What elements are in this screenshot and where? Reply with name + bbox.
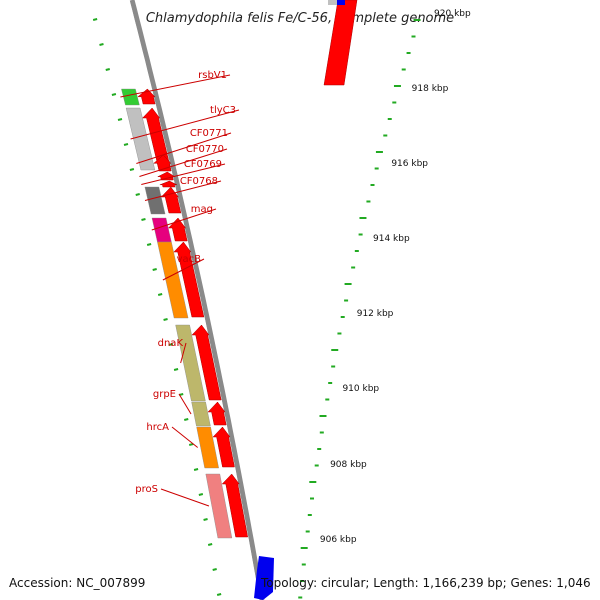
cds-arrow[interactable] [160,186,182,214]
inner-tick [123,143,129,146]
inner-tick [105,68,110,71]
inner-tick [135,193,140,196]
cog-block-cf0768[interactable] [144,186,166,215]
kbp-label: 916 kbp [391,159,428,169]
gene-label-pros[interactable]: proS [135,484,158,495]
cog-block-rsbv1[interactable] [121,88,140,106]
kbp-label: 906 kbp [320,535,357,545]
kbp-label: 912 kbp [357,309,394,319]
inner-tick [193,468,199,471]
gene-label-cf0771[interactable]: CF0771 [190,128,228,139]
gene-label-dnak[interactable]: dnaK [158,338,184,349]
leader-line [178,393,192,415]
gene-label-tlyc3[interactable]: tlyC3 [210,105,236,116]
inner-tick [157,293,163,296]
kbp-label: 908 kbp [330,460,367,470]
genome-title: Chlamydophila felis Fe/C-56, complete ge… [146,11,454,26]
kbp-label: 914 kbp [373,234,410,244]
inner-tick [141,218,146,221]
inner-tick [184,418,189,421]
inner-tick [99,43,104,46]
leader-line [120,74,231,98]
gene-label-grpe[interactable]: grpE [153,389,176,400]
gene-label-mag[interactable]: mag [191,204,213,215]
topology-text: Topology: circular; Length: 1,166,239 bp… [260,576,591,590]
gene-label-cf0769[interactable]: CF0769 [184,159,222,170]
cog-block-grpe[interactable] [191,401,211,427]
kbp-label: 910 kbp [342,384,379,394]
cog-block-tlyc3[interactable] [125,107,156,171]
cog-block-dnak[interactable] [175,324,206,402]
inner-tick [117,118,123,121]
inner-tick [203,518,208,521]
gene-label-cf0768[interactable]: CF0768 [180,176,218,187]
inner-tick [152,268,157,271]
inner-tick [163,318,168,321]
cog-block-vacb[interactable] [157,241,189,319]
accession-text: Accession: NC_007899 [9,576,145,590]
gene-label-rsbv1[interactable]: rsbV1 [198,70,227,81]
blue-feature[interactable] [337,0,345,5]
cog-block-pros[interactable] [205,473,233,539]
cds-arrow[interactable] [221,473,249,538]
cds-arrow[interactable] [212,426,235,468]
leader-line [130,109,240,140]
leader-line [180,342,187,364]
inner-tick [168,343,174,346]
cds-arrow[interactable] [191,324,222,401]
cog-block-hrca[interactable] [196,426,219,469]
blue-feature[interactable] [254,556,274,600]
genome-backbone [129,0,265,600]
cds-arrow[interactable] [159,180,178,188]
leader-line [141,163,226,185]
cds-arrow[interactable] [153,154,172,172]
leader-line [162,258,205,281]
inner-tick [207,543,213,546]
inner-tick [198,493,204,496]
leader-line [144,180,222,201]
gene-label-cf0770[interactable]: CF0770 [186,144,224,155]
leader-line [171,426,199,448]
cog-block-mag[interactable] [151,217,172,243]
leader-line [139,148,228,177]
cds-arrow[interactable] [167,217,188,242]
inner-tick [216,593,222,596]
inner-tick [92,18,98,21]
cds-arrow[interactable] [207,401,227,426]
leader-line [160,488,210,507]
inner-tick [188,443,194,446]
inner-tick [146,243,152,246]
inner-tick [111,93,117,96]
leader-line [151,208,217,231]
leader-line [136,132,232,164]
inner-tick [212,568,217,571]
inner-tick [129,168,135,171]
cds-arrow[interactable] [137,88,156,105]
cds-arrow[interactable] [323,0,358,86]
inner-tick [173,368,179,371]
kbp-label: 918 kbp [412,84,449,94]
gene-label-vacb[interactable]: vacB [177,254,202,265]
kbp-label: 920 kbp [434,9,471,19]
cds-arrow[interactable] [173,241,205,318]
gene-label-hrca[interactable]: hrcA [146,422,169,433]
